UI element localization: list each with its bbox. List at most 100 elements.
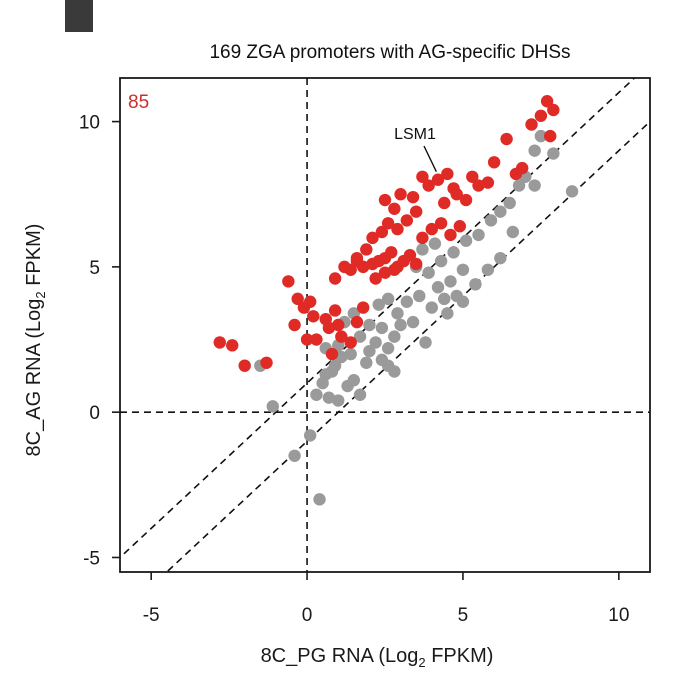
data-point-grey-24 bbox=[394, 318, 407, 332]
data-point-red-47 bbox=[453, 220, 467, 233]
data-point-grey-22 bbox=[381, 342, 395, 355]
data-point-grey-14 bbox=[360, 356, 373, 369]
data-point-grey-20 bbox=[369, 336, 382, 349]
data-point-red-50 bbox=[394, 188, 407, 201]
data-point-grey-44 bbox=[484, 214, 498, 227]
data-point-red-57 bbox=[438, 196, 451, 210]
data-point-grey-65 bbox=[494, 251, 507, 265]
data-point-red-25 bbox=[360, 243, 373, 256]
data-point-red-11 bbox=[310, 333, 323, 346]
data-point-red-33 bbox=[409, 257, 423, 271]
data-point-grey-62 bbox=[456, 295, 470, 308]
data-point-red-32 bbox=[403, 249, 417, 262]
data-point-grey-32 bbox=[425, 301, 438, 314]
y-axis-title: 8C_AG RNA (Log2 FPKM) bbox=[23, 224, 48, 457]
data-point-grey-12 bbox=[347, 374, 361, 387]
data-point-red-62 bbox=[481, 176, 495, 189]
data-point-grey-18 bbox=[353, 330, 367, 343]
data-point-grey-10 bbox=[335, 350, 348, 364]
data-point-grey-49 bbox=[528, 144, 541, 157]
y-axis-ticks: -5 0 5 10 bbox=[79, 113, 120, 569]
data-point-red-14 bbox=[328, 304, 342, 317]
x-tick-label: -5 bbox=[143, 605, 160, 626]
data-point-red-48 bbox=[378, 193, 392, 207]
data-point-red-51 bbox=[406, 190, 420, 204]
data-point-grey-39 bbox=[422, 266, 435, 279]
data-point-red-58 bbox=[450, 188, 463, 201]
data-point-grey-45 bbox=[494, 205, 507, 218]
data-point-red-15 bbox=[332, 318, 345, 332]
chart-title: 169 ZGA promoters with AG-specific DHSs bbox=[209, 42, 570, 63]
y-tick-label: 5 bbox=[89, 258, 100, 279]
data-point-red-5 bbox=[291, 292, 304, 306]
data-point-red-70 bbox=[547, 103, 560, 117]
data-point-red-36 bbox=[388, 263, 401, 276]
data-point-red-67 bbox=[525, 118, 538, 131]
reference-lines bbox=[120, 78, 650, 572]
data-point-red-69 bbox=[540, 95, 554, 108]
data-point-grey-33 bbox=[431, 281, 445, 294]
data-point-red-16 bbox=[325, 347, 339, 361]
reference-line-diagonal-3 bbox=[165, 123, 648, 572]
data-point-red-46 bbox=[444, 228, 457, 242]
data-point-red-42 bbox=[409, 205, 423, 218]
data-point-red-54 bbox=[431, 173, 445, 186]
y-tick-label: 0 bbox=[89, 403, 100, 424]
data-point-red-7 bbox=[303, 295, 317, 308]
data-point-grey-27 bbox=[391, 307, 404, 320]
data-point-red-40 bbox=[391, 222, 404, 236]
data-point-red-61 bbox=[472, 179, 485, 192]
y-tick-label: -5 bbox=[83, 548, 100, 569]
data-point-red-71 bbox=[544, 129, 557, 143]
data-point-grey-17 bbox=[344, 347, 357, 361]
data-point-grey-37 bbox=[456, 263, 470, 276]
data-point-grey-19 bbox=[363, 344, 376, 358]
data-point-red-66 bbox=[515, 161, 529, 175]
data-point-grey-0 bbox=[266, 400, 279, 413]
data-point-red-37 bbox=[366, 231, 379, 245]
data-point-red-13 bbox=[322, 321, 336, 335]
data-point-red-18 bbox=[344, 336, 357, 349]
data-point-red-2 bbox=[238, 359, 251, 372]
data-point-red-68 bbox=[534, 109, 548, 122]
data-point-grey-31 bbox=[419, 336, 432, 349]
data-point-grey-2 bbox=[288, 449, 301, 462]
data-point-grey-8 bbox=[322, 391, 336, 404]
data-point-red-9 bbox=[307, 310, 320, 323]
data-point-grey-52 bbox=[565, 185, 579, 198]
data-point-grey-63 bbox=[469, 278, 482, 291]
data-point-grey-13 bbox=[353, 388, 367, 401]
data-point-red-63 bbox=[487, 156, 501, 169]
data-point-red-39 bbox=[381, 217, 395, 230]
data-point-grey-61 bbox=[441, 307, 454, 320]
data-point-red-55 bbox=[441, 167, 454, 181]
data-point-red-41 bbox=[400, 214, 414, 227]
data-point-grey-41 bbox=[447, 246, 460, 259]
data-point-grey-5 bbox=[310, 388, 323, 401]
data-point-red-49 bbox=[388, 202, 401, 215]
data-point-grey-60 bbox=[332, 394, 345, 407]
data-point-red-17 bbox=[335, 330, 348, 343]
data-point-grey-64 bbox=[481, 263, 495, 276]
data-point-grey-29 bbox=[406, 315, 420, 329]
data-point-grey-42 bbox=[459, 234, 473, 247]
corner-block bbox=[65, 0, 93, 32]
data-point-red-4 bbox=[282, 275, 295, 288]
data-point-red-10 bbox=[300, 333, 314, 346]
data-point-red-34 bbox=[369, 272, 382, 285]
data-point-red-3 bbox=[260, 356, 273, 369]
data-point-grey-47 bbox=[512, 179, 526, 192]
data-point-red-59 bbox=[459, 193, 473, 207]
data-point-grey-30 bbox=[413, 289, 426, 303]
data-point-red-64 bbox=[500, 132, 513, 146]
data-point-grey-46 bbox=[503, 196, 516, 210]
data-point-red-1 bbox=[226, 339, 239, 352]
data-point-grey-68 bbox=[416, 243, 429, 256]
plot-frame bbox=[119, 77, 651, 573]
data-point-grey-66 bbox=[506, 225, 520, 239]
x-tick-label: 10 bbox=[608, 605, 629, 626]
data-point-grey-26 bbox=[381, 292, 395, 306]
data-point-grey-53 bbox=[528, 179, 541, 192]
data-point-grey-35 bbox=[444, 275, 457, 288]
